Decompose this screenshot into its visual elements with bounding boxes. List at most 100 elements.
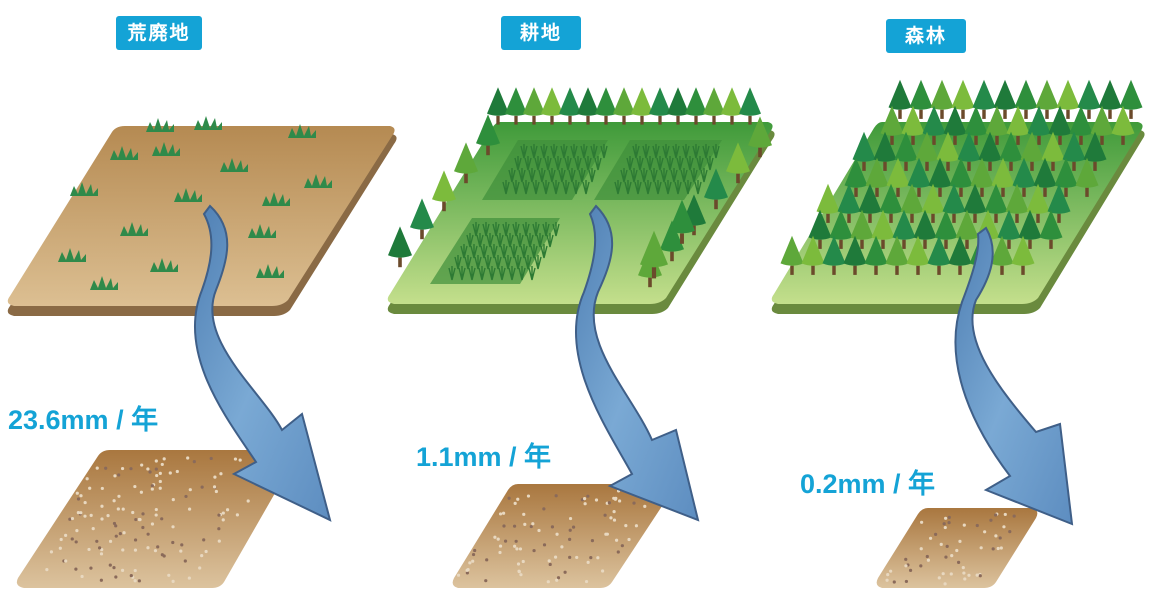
tree-icon xyxy=(808,209,832,249)
crop-row-icon xyxy=(522,222,530,237)
label-forest: 森林 xyxy=(886,19,966,53)
crop-row-icon xyxy=(512,180,520,195)
tree-icon xyxy=(951,79,975,119)
crop-row-icon xyxy=(478,266,486,281)
tree-icon xyxy=(972,79,996,119)
crop-row-icon xyxy=(474,255,482,270)
water-flow-arrow-icon xyxy=(574,204,700,522)
tree-icon xyxy=(1018,209,1042,249)
tree-icon xyxy=(930,79,954,119)
crop-row-icon xyxy=(544,156,552,171)
crop-row-icon xyxy=(530,244,538,259)
tree-icon xyxy=(669,199,695,244)
grass-tuft-icon xyxy=(58,248,86,262)
crop-row-icon xyxy=(514,156,522,171)
crop-row-icon xyxy=(690,168,698,183)
tree-icon xyxy=(880,105,904,145)
tree-icon xyxy=(667,87,689,125)
crop-row-icon xyxy=(558,168,566,183)
crop-row-icon xyxy=(578,168,586,183)
tree-icon xyxy=(780,235,804,275)
grass-tuft-icon xyxy=(288,124,316,138)
crop-row-icon xyxy=(498,266,506,281)
crop-row-icon xyxy=(502,180,510,195)
crop-row-icon xyxy=(524,255,532,270)
tree-icon xyxy=(1039,209,1063,249)
farmland-panel xyxy=(387,87,775,314)
tree-icon xyxy=(1077,79,1101,119)
tree-icon xyxy=(999,131,1023,171)
tree-icon xyxy=(843,235,867,275)
tree-icon xyxy=(957,131,981,171)
crop-row-icon xyxy=(552,180,560,195)
crop-row-icon xyxy=(680,168,688,183)
tree-icon xyxy=(1075,157,1099,197)
crop-row-icon xyxy=(492,222,500,237)
crop-row-icon xyxy=(666,156,674,171)
tree-icon xyxy=(942,183,966,223)
crop-row-icon xyxy=(542,222,550,237)
crop-row-icon xyxy=(480,244,488,259)
crop-row-icon xyxy=(464,255,472,270)
crop-row-icon xyxy=(508,168,516,183)
tree-icon xyxy=(613,87,635,125)
crop-row-icon xyxy=(660,168,668,183)
crop-row-icon xyxy=(664,180,672,195)
tree-icon xyxy=(852,131,876,171)
tree-icon xyxy=(858,183,882,223)
tree-icon xyxy=(921,183,945,223)
tree-icon xyxy=(900,183,924,223)
crop-row-icon xyxy=(624,180,632,195)
crop-row-icon xyxy=(536,233,544,248)
tree-icon xyxy=(816,183,840,223)
tree-icon xyxy=(1083,131,1107,171)
tree-icon xyxy=(949,157,973,197)
crop-row-icon xyxy=(488,266,496,281)
tree-icon xyxy=(1026,183,1050,223)
crop-row-icon xyxy=(644,180,652,195)
tree-icon xyxy=(829,209,853,249)
rate-farmland: 1.1mm / 年 xyxy=(416,442,552,472)
crop-row-icon xyxy=(494,255,502,270)
tree-icon xyxy=(432,170,456,212)
crop-row-icon xyxy=(460,244,468,259)
tree-icon xyxy=(1098,79,1122,119)
tree-icon xyxy=(885,235,909,275)
crop-row-icon xyxy=(516,233,524,248)
crop-row-icon xyxy=(476,233,484,248)
crop-row-icon xyxy=(646,156,654,171)
crop-row-icon xyxy=(512,222,520,237)
barren-land-panel xyxy=(7,116,397,316)
crop-row-icon xyxy=(454,255,462,270)
crop-row-icon xyxy=(712,144,720,159)
tree-icon xyxy=(991,157,1015,197)
tree-icon xyxy=(1056,79,1080,119)
crop-row-icon xyxy=(676,156,684,171)
crop-row-icon xyxy=(538,168,546,183)
crop-row-icon xyxy=(510,244,518,259)
tree-icon xyxy=(928,157,952,197)
crop-row-icon xyxy=(562,180,570,195)
crop-row-icon xyxy=(486,233,494,248)
label-barren-land: 荒廃地 xyxy=(116,16,202,50)
crop-row-icon xyxy=(620,168,628,183)
crop-row-icon xyxy=(458,266,466,281)
tree-icon xyxy=(1119,79,1143,119)
grass-tufts xyxy=(58,116,332,290)
tree-icon xyxy=(909,79,933,119)
tree-icon xyxy=(410,198,434,240)
crop-row-icon xyxy=(590,144,598,159)
crop-row-icon xyxy=(672,144,680,159)
rate-barren-land: 23.6mm / 年 xyxy=(8,405,159,435)
tree-icon xyxy=(1020,131,1044,171)
crop-row-icon xyxy=(682,144,690,159)
crop-row-icon xyxy=(542,180,550,195)
crop-row-icon xyxy=(466,233,474,248)
crop-row-icon xyxy=(588,168,596,183)
crop-row-icon xyxy=(528,266,536,281)
water-flow-arrow-icon xyxy=(954,226,1074,526)
crop-row-icon xyxy=(670,168,678,183)
crop-row-icon xyxy=(552,222,560,237)
tree-icon xyxy=(523,87,545,125)
crop-row-icon xyxy=(640,168,648,183)
